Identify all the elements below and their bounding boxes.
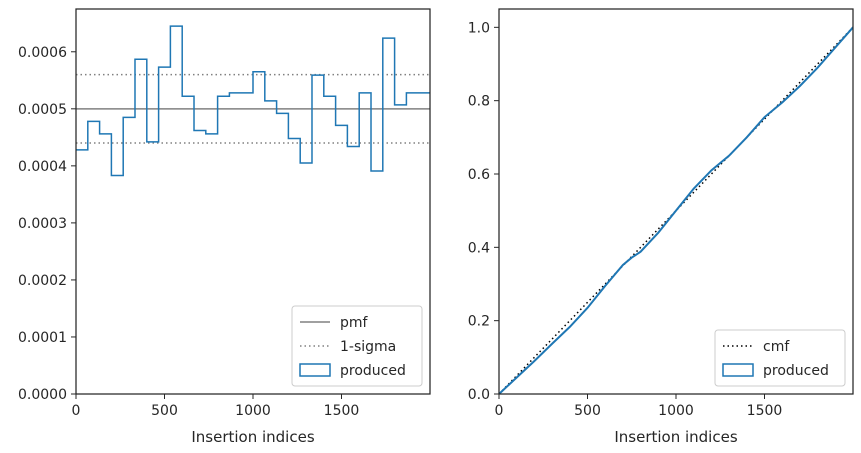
y-tick-label: 1.0: [468, 20, 490, 36]
y-tick-label: 0.8: [468, 94, 490, 110]
x-tick-label: 1000: [235, 403, 271, 419]
legend-label-pmf: pmf: [340, 315, 369, 331]
legend-handle-produced: [299, 363, 331, 377]
x-tick-label: 1500: [324, 403, 360, 419]
y-tick-label: 0.0001: [18, 330, 67, 346]
y-tick-label: 0.0002: [18, 273, 67, 289]
legend: cmf produced: [714, 329, 846, 387]
x-tick-label: 500: [151, 403, 178, 419]
y-tick-label: 0.0: [468, 387, 490, 403]
plot-area: [76, 25, 430, 177]
y-tick-label: 0.0003: [18, 216, 67, 232]
series-produced-line: [499, 26, 853, 394]
legend-box: [714, 329, 846, 387]
x-axis-label: Insertion indices: [191, 428, 314, 446]
y-tick-label: 0.4: [468, 240, 490, 256]
y-tick-label: 0.0000: [18, 387, 67, 403]
legend: pmf 1-sigma produced: [291, 305, 423, 387]
legend-handle-produced: [722, 363, 754, 377]
plot-area: [499, 26, 853, 394]
x-tick-label: 1000: [658, 403, 694, 419]
y-tick-label: 0.2: [468, 314, 490, 330]
legend-label-cmf: cmf: [763, 339, 790, 355]
legend-label-produced: produced: [340, 363, 406, 379]
chart-panel-1: 0 500 1000 1500 0.0000 0.0001 0.0002 0.0003 0.00…: [18, 8, 431, 446]
x-tick-label: 1500: [747, 403, 783, 419]
y-tick-label: 0.6: [468, 167, 490, 183]
y-tick-label: 0.0004: [18, 159, 67, 175]
legend-label-produced: produced: [763, 363, 829, 379]
x-tick-label: 0: [72, 403, 81, 419]
y-tick-label: 0.0005: [18, 102, 67, 118]
x-tick-label: 500: [574, 403, 601, 419]
series-produced-step: [76, 25, 430, 177]
y-tick-label: 0.0006: [18, 45, 67, 61]
x-tick-label: 0: [495, 403, 504, 419]
legend-box: [291, 305, 423, 387]
x-axis-label: Insertion indices: [614, 428, 737, 446]
legend-label-1-sigma: 1-sigma: [340, 339, 396, 355]
chart-panel-2: 0 500 1000 1500 0.0 0.2 0.4 0.6 0.8 1.0 Insertion …: [468, 8, 854, 446]
